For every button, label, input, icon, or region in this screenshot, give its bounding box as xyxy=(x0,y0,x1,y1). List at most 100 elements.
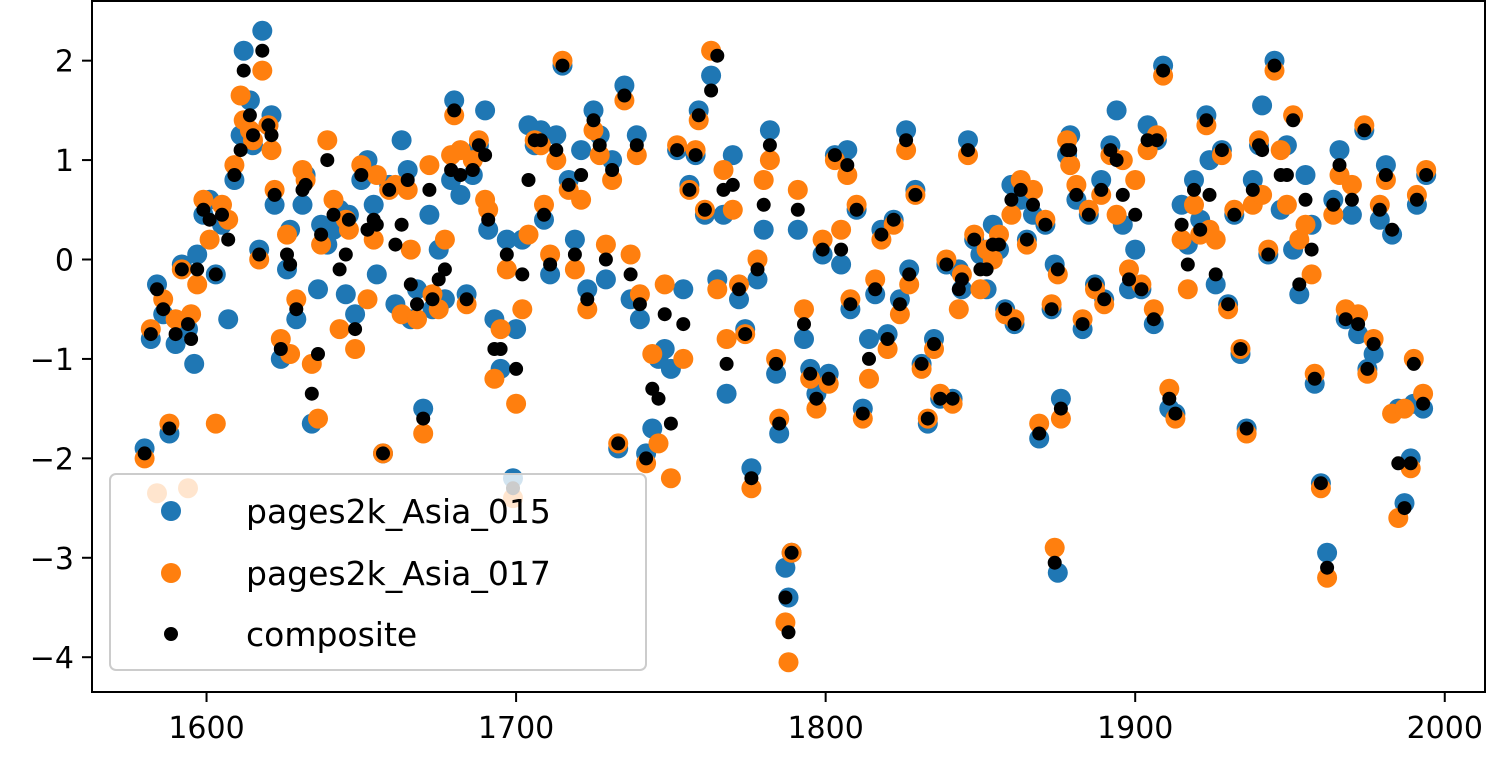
data-point xyxy=(233,143,248,158)
data-point xyxy=(1378,168,1393,182)
data-point xyxy=(831,254,852,275)
data-point xyxy=(753,170,774,190)
data-point xyxy=(431,272,446,287)
data-point xyxy=(571,140,592,161)
data-point xyxy=(323,189,344,210)
data-point xyxy=(827,148,842,163)
data-point xyxy=(1276,194,1297,215)
data-point xyxy=(753,219,774,240)
data-point xyxy=(450,184,471,205)
data-point xyxy=(1313,476,1328,491)
data-point xyxy=(1053,401,1068,416)
data-point xyxy=(967,232,982,247)
data-point xyxy=(1375,155,1396,176)
legend: pages2k_Asia_015 pages2k_Asia_017 composit… xyxy=(109,473,647,671)
data-point xyxy=(341,212,356,227)
y-tick-label: −2 xyxy=(30,442,74,477)
legend-marker xyxy=(164,627,178,641)
data-point xyxy=(691,108,706,123)
data-point xyxy=(1409,192,1424,207)
y-axis: 2 1 0 −1 −2 −3 −4 xyxy=(30,45,92,676)
data-point xyxy=(580,292,595,307)
data-point xyxy=(308,408,328,429)
data-point xyxy=(1038,217,1053,232)
data-point xyxy=(518,224,539,245)
data-point xyxy=(750,262,765,277)
data-point xyxy=(787,219,808,240)
data-point xyxy=(1193,222,1208,237)
data-point xyxy=(577,279,598,300)
data-point xyxy=(567,247,582,262)
data-point xyxy=(834,242,849,257)
data-point xyxy=(673,348,694,369)
data-point xyxy=(264,194,285,215)
data-point xyxy=(1001,204,1022,225)
data-point xyxy=(493,342,508,356)
data-point xyxy=(233,40,254,61)
data-point xyxy=(794,299,814,320)
data-point xyxy=(465,163,480,177)
data-point xyxy=(1329,140,1350,161)
data-point xyxy=(1143,299,1164,320)
data-point xyxy=(583,120,604,141)
data-point xyxy=(1363,344,1384,364)
data-point xyxy=(670,143,685,158)
data-point xyxy=(403,277,418,292)
data-point xyxy=(892,297,907,312)
data-point xyxy=(270,329,291,349)
data-point xyxy=(682,182,697,197)
data-point xyxy=(326,207,341,222)
data-point xyxy=(190,262,205,277)
data-point xyxy=(574,168,589,182)
data-point xyxy=(1205,229,1226,250)
data-point xyxy=(617,88,632,103)
data-point xyxy=(1341,204,1362,225)
data-point xyxy=(345,339,366,359)
data-point xyxy=(515,267,530,282)
data-point xyxy=(1233,342,1248,356)
data-point xyxy=(199,229,220,250)
data-point xyxy=(376,446,390,461)
data-point xyxy=(1326,197,1341,212)
data-point xyxy=(639,451,654,466)
data-point xyxy=(899,274,920,295)
data-point xyxy=(1351,317,1366,332)
data-point xyxy=(598,252,613,267)
data-point xyxy=(388,237,403,252)
data-point xyxy=(762,138,777,153)
data-point xyxy=(948,299,969,320)
data-point xyxy=(187,274,208,295)
data-point xyxy=(1341,174,1362,195)
data-point xyxy=(434,229,455,250)
data-point xyxy=(187,244,208,265)
data-point xyxy=(676,317,691,332)
data-point xyxy=(1026,197,1040,212)
data-point xyxy=(787,179,808,200)
data-point xyxy=(1109,153,1124,168)
data-point xyxy=(1366,337,1381,351)
data-point xyxy=(778,652,799,673)
data-point xyxy=(496,229,517,250)
data-point xyxy=(961,143,975,158)
data-point xyxy=(716,383,737,404)
data-point xyxy=(1180,257,1195,272)
data-point xyxy=(540,264,561,285)
data-point xyxy=(859,329,879,349)
data-point xyxy=(1323,204,1344,225)
data-point xyxy=(704,83,719,98)
data-point xyxy=(1004,192,1019,207)
data-point xyxy=(794,329,814,349)
y-tick-label: 1 xyxy=(55,144,74,179)
data-point xyxy=(509,361,524,376)
data-point xyxy=(790,202,805,217)
data-point xyxy=(1227,207,1242,222)
data-point xyxy=(843,297,858,312)
data-point xyxy=(642,344,663,364)
x-tick-label: 1600 xyxy=(168,711,244,746)
data-point xyxy=(332,262,347,277)
data-point xyxy=(769,423,790,444)
data-point xyxy=(1348,304,1369,325)
data-point xyxy=(444,90,465,111)
data-point xyxy=(707,279,728,300)
